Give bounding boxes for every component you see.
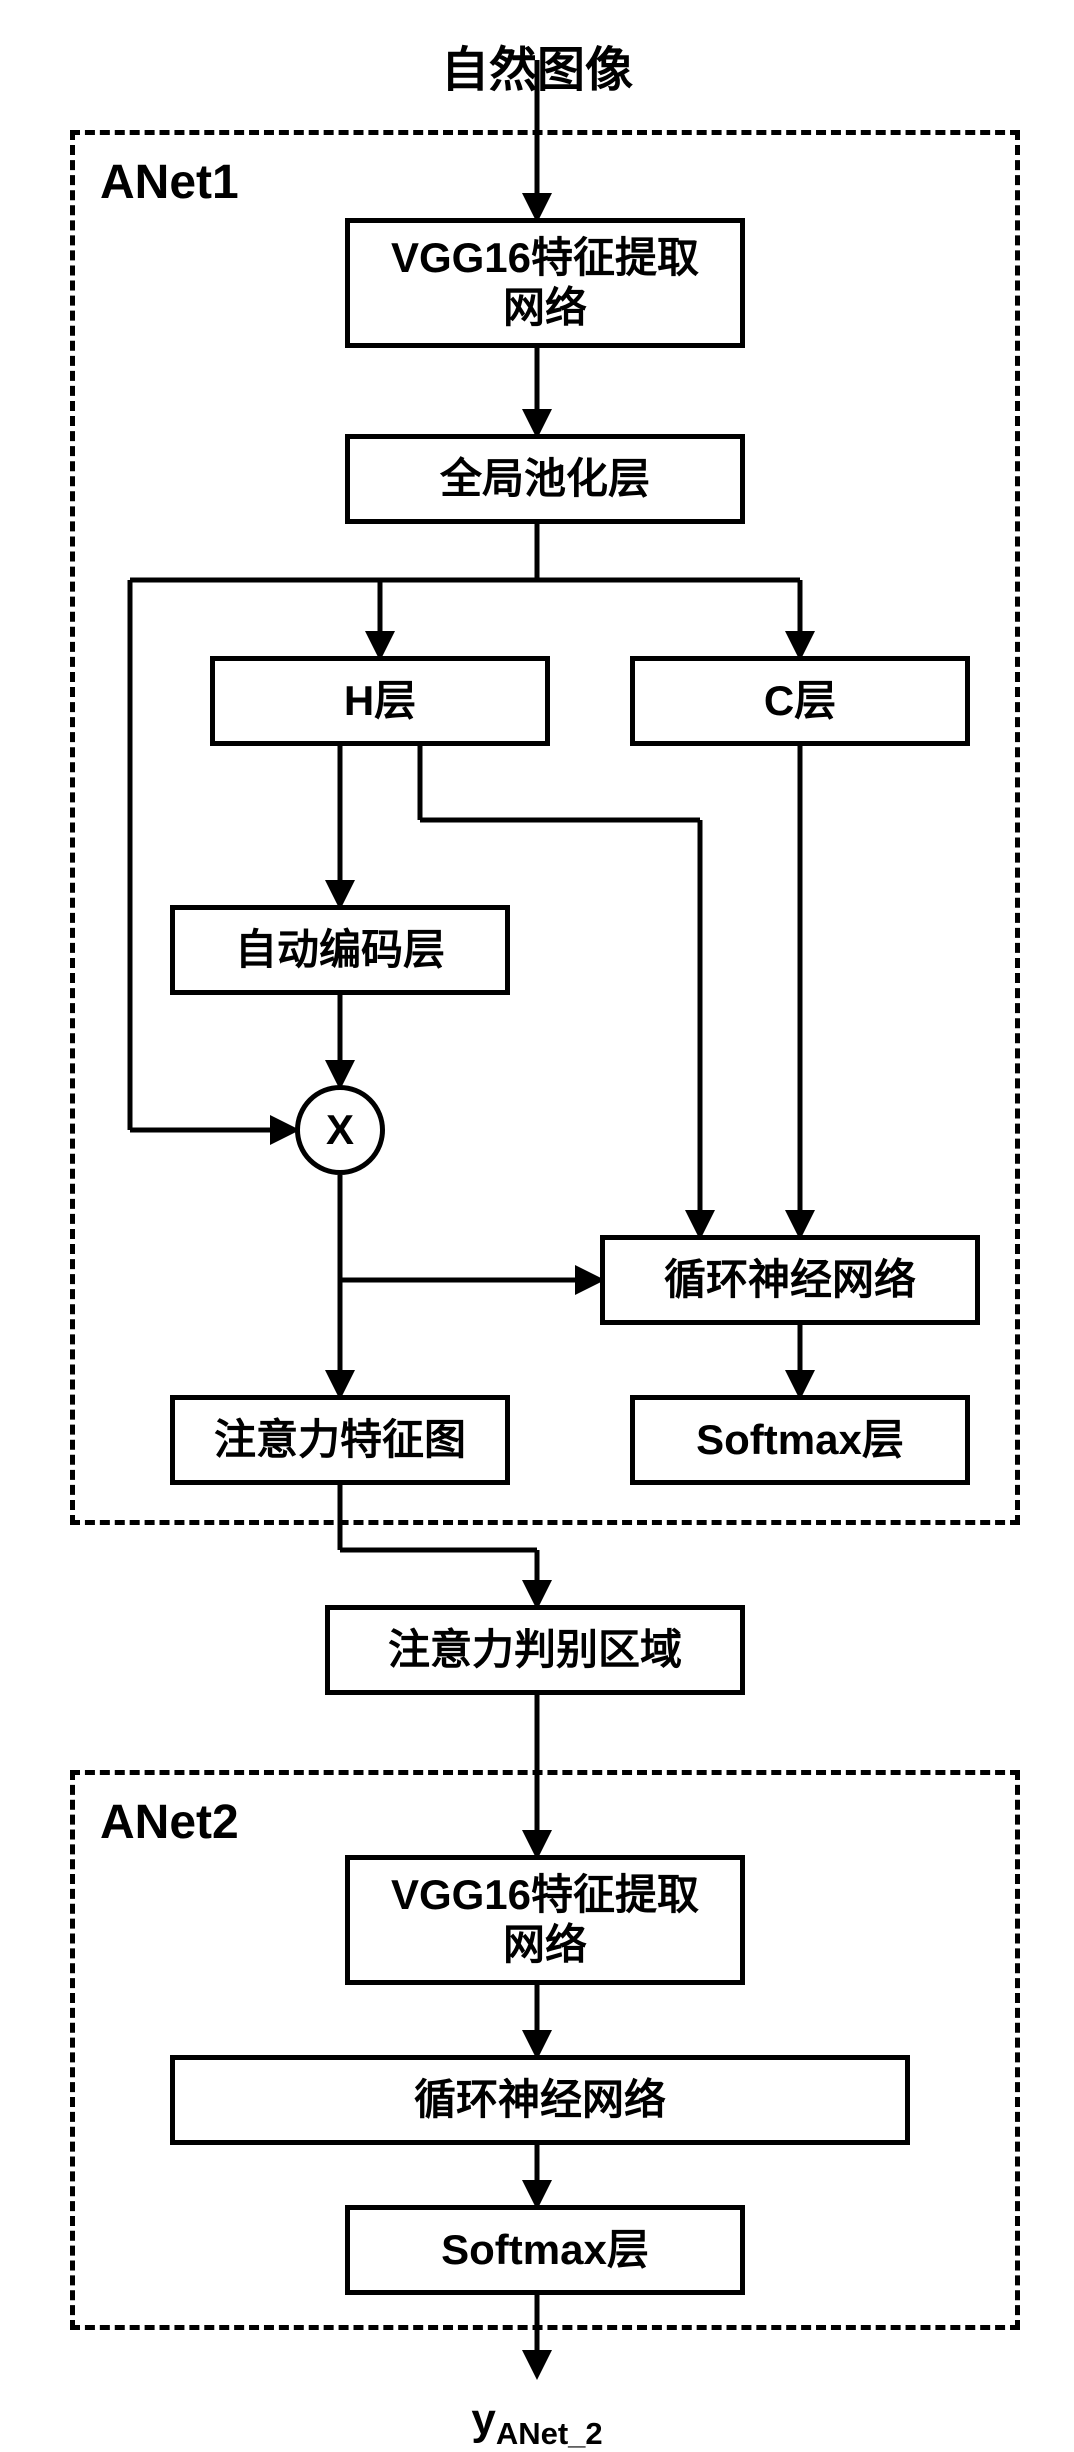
- node-vgg2: VGG16特征提取 网络: [345, 1855, 745, 1985]
- node-rnn1: 循环神经网络: [600, 1235, 980, 1325]
- node-softmax2: Softmax层: [345, 2205, 745, 2295]
- node-vgg1: VGG16特征提取 网络: [345, 218, 745, 348]
- node-multiply: X: [295, 1085, 385, 1175]
- node-attention-region: 注意力判别区域: [325, 1605, 745, 1695]
- anet2-label: ANet2: [100, 1795, 239, 1850]
- output-label: yANet_2: [437, 2395, 637, 2452]
- node-autoencoder: 自动编码层: [170, 905, 510, 995]
- node-pool: 全局池化层: [345, 434, 745, 524]
- node-softmax1: Softmax层: [630, 1395, 970, 1485]
- diagram-title: 自然图像: [417, 30, 657, 100]
- anet1-label: ANet1: [100, 155, 239, 210]
- diagram-canvas: 自然图像 ANet1 VGG16特征提取 网络 全局池化层 H层 C层 自动编码…: [0, 0, 1074, 2444]
- node-c-layer: C层: [630, 656, 970, 746]
- node-rnn2: 循环神经网络: [170, 2055, 910, 2145]
- node-attention-map: 注意力特征图: [170, 1395, 510, 1485]
- node-h-layer: H层: [210, 656, 550, 746]
